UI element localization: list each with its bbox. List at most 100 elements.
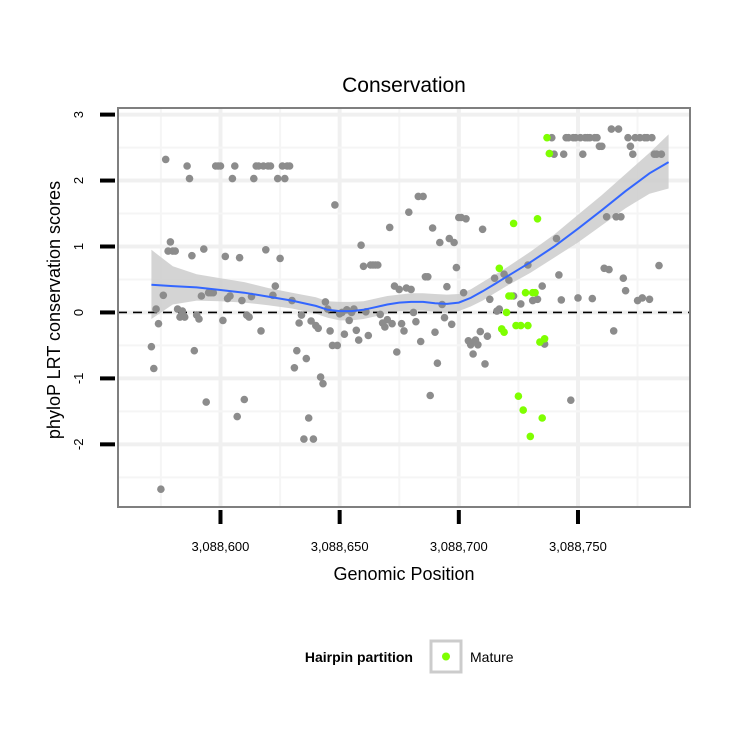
legend-key-mature [442,652,450,661]
data-point [235,253,244,262]
y-tick-label: 0 [71,309,86,316]
data-point [533,295,542,304]
data-point [557,296,566,304]
data-point [304,414,313,422]
data-point [281,174,289,183]
y-tick-label: 3 [71,111,86,118]
y-tick-label: 2 [71,177,86,184]
data-point [150,364,158,373]
data-point [397,319,406,328]
data-point [407,285,415,294]
confidence-ribbon [151,134,669,321]
data-point [314,324,323,333]
data-point [216,162,225,170]
data-point [266,162,275,170]
points-mature [495,133,554,441]
y-tick-label: -2 [71,439,86,451]
legend: Hairpin partition Mature [305,639,514,674]
data-point-mature [519,406,527,414]
data-point-mature [509,219,518,228]
data-point [490,274,499,283]
data-point [645,295,654,304]
data-point [285,162,294,170]
data-point [250,174,258,183]
data-point [385,223,394,232]
data-point [231,162,239,170]
data-point [166,238,175,246]
data-point [357,241,365,249]
data-point [555,271,563,279]
data-point [443,282,451,291]
y-tick-label: -1 [71,373,86,385]
data-point [657,150,666,158]
x-tick-label: 3,088,600 [192,539,250,554]
data-point [559,150,568,158]
data-point [300,435,308,443]
data-point-mature [524,321,532,330]
data-point [538,282,546,290]
data-point [486,295,494,304]
data-point [152,305,160,313]
x-axis-title: Genomic Position [333,564,474,584]
data-point [447,320,456,329]
data-point [331,201,339,209]
data-point [333,341,342,350]
x-axis: 3,088,600 3,088,650 3,088,700 3,088,750 [192,510,607,554]
data-point [619,274,628,283]
data-point [412,317,420,326]
data-point [638,294,647,302]
x-tick-label: 3,088,700 [430,539,488,554]
data-point [240,395,249,404]
data-point [302,354,311,363]
data-point [433,359,442,368]
data-point-mature [540,335,549,343]
data-point [466,341,475,349]
data-point-mature [521,288,530,297]
data-point-mature [495,264,504,273]
data-point [364,331,373,340]
data-point [598,142,606,151]
data-point [395,285,404,294]
data-point [159,291,168,300]
data-point-mature [514,392,523,401]
data-point-mature [538,414,546,422]
data-point [614,125,623,133]
data-point [226,292,234,300]
legend-label-mature: Mature [470,649,514,665]
data-point [200,245,208,253]
data-point [271,282,280,290]
data-point [359,262,368,271]
y-axis-title: phyloP LRT conservation scores [44,181,64,439]
data-point [183,162,191,170]
data-point [290,364,299,372]
y-tick-label: 1 [71,243,86,250]
data-point [440,313,449,322]
data-point [579,150,587,158]
smooth-trend-line [151,161,670,313]
data-point [452,263,461,272]
data-point-mature [526,432,535,441]
data-point [409,308,418,317]
data-point [416,337,425,346]
data-point [297,311,306,319]
data-point [257,327,265,335]
data-point [462,215,470,223]
data-point [354,336,363,344]
data-point [273,174,282,183]
data-point [629,150,637,158]
data-point [262,246,270,254]
data-point-mature [517,321,525,330]
data-point [197,292,206,300]
data-point [624,133,632,142]
data-point [450,238,458,247]
data-point [161,155,170,164]
data-point [221,252,230,261]
data-point [424,273,432,281]
data-point-mature [543,133,551,142]
panel-border [117,107,691,508]
data-point [202,398,210,406]
data-point-mature [507,292,516,300]
data-point-mature [500,328,508,337]
data-point [228,174,237,183]
